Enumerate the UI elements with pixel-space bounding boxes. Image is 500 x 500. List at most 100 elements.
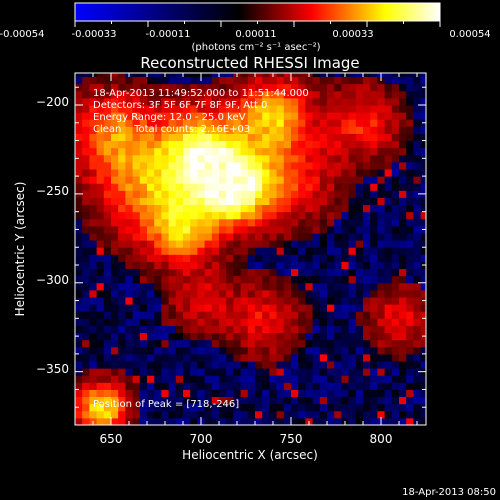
heatmap-cell xyxy=(319,375,328,383)
heatmap-cell xyxy=(370,382,378,390)
heatmap-cell xyxy=(154,119,162,127)
heatmap-cell xyxy=(370,332,378,341)
heatmap-cell xyxy=(175,261,184,270)
heatmap-cell xyxy=(291,154,299,163)
heatmap-cell xyxy=(327,211,335,220)
heatmap-cell xyxy=(82,346,90,355)
heatmap-cell xyxy=(118,275,126,284)
heatmap-cell xyxy=(96,289,105,298)
heatmap-cell xyxy=(75,140,83,149)
heatmap-cell xyxy=(211,389,220,398)
heatmap-cell xyxy=(82,396,90,405)
heatmap-cell xyxy=(391,297,400,305)
heatmap-cell xyxy=(247,353,256,362)
heatmap-cell xyxy=(399,133,407,142)
heatmap-cell xyxy=(190,261,198,270)
heatmap-cell xyxy=(413,240,422,248)
heatmap-cell xyxy=(211,112,220,120)
heatmap-cell xyxy=(377,353,386,362)
heatmap-cell xyxy=(154,218,162,227)
heatmap-cell xyxy=(168,140,177,149)
heatmap-cell xyxy=(276,332,285,341)
heatmap-cell xyxy=(240,346,249,355)
heatmap-cell xyxy=(197,183,206,191)
heatmap-cell xyxy=(161,289,170,298)
heatmap-cell xyxy=(183,254,191,262)
heatmap-cell xyxy=(154,83,162,92)
heatmap-cell xyxy=(139,282,148,291)
heatmap-cell xyxy=(348,197,357,206)
heatmap-cell xyxy=(89,119,98,127)
heatmap-cell xyxy=(233,126,242,134)
heatmap-cell xyxy=(118,183,126,191)
heatmap-cell xyxy=(348,297,357,305)
heatmap-cell xyxy=(89,140,98,149)
heatmap-cell xyxy=(406,268,414,277)
heatmap-cell xyxy=(211,233,220,241)
heatmap-cell xyxy=(96,105,105,113)
heatmap-cell xyxy=(175,304,184,312)
heatmap-cell xyxy=(247,204,256,213)
heatmap-cell xyxy=(255,389,263,398)
heatmap-cell xyxy=(168,133,177,142)
heatmap-cell xyxy=(399,119,407,127)
heatmap-cell xyxy=(154,368,162,376)
heatmap-cell xyxy=(391,97,400,106)
heatmap-cell xyxy=(183,361,191,369)
heatmap-cell xyxy=(89,353,98,362)
heatmap-cell xyxy=(125,318,134,326)
heatmap-cell xyxy=(334,304,342,312)
heatmap-cell xyxy=(139,90,148,99)
heatmap-cell xyxy=(118,346,126,355)
heatmap-cell xyxy=(399,161,407,170)
heatmap-cell xyxy=(132,126,141,134)
heatmap-cell xyxy=(125,211,134,220)
heatmap-cell xyxy=(219,225,227,234)
heatmap-cell xyxy=(139,147,148,156)
heatmap-cell xyxy=(132,176,141,184)
heatmap-cell xyxy=(269,119,278,127)
heatmap-cell xyxy=(319,190,328,198)
heatmap-cell xyxy=(355,353,364,362)
heatmap-cell xyxy=(312,119,321,127)
heatmap-cell xyxy=(370,73,378,78)
heatmap-cell xyxy=(384,140,393,149)
heatmap-cell xyxy=(125,140,134,149)
heatmap-cell xyxy=(75,147,83,156)
heatmap-cell xyxy=(406,297,414,305)
heatmap-cell xyxy=(125,233,134,241)
heatmap-cell xyxy=(168,154,177,163)
heatmap-cell xyxy=(247,140,256,149)
heatmap-cell xyxy=(298,346,306,355)
heatmap-cell xyxy=(283,304,292,312)
heatmap-cell xyxy=(103,140,112,149)
heatmap-cell xyxy=(291,261,299,270)
heatmap-cell xyxy=(161,211,170,220)
heatmap-cell xyxy=(96,346,105,355)
heatmap-cell xyxy=(269,368,278,376)
heatmap-cell xyxy=(132,183,141,191)
heatmap-cell xyxy=(175,133,184,142)
heatmap-cell xyxy=(161,105,170,113)
heatmap-cell xyxy=(370,289,378,298)
heatmap-cell xyxy=(283,247,292,255)
heatmap-cell xyxy=(413,197,422,206)
heatmap-cell xyxy=(327,311,335,319)
heatmap-cell xyxy=(154,261,162,270)
heatmap-cell xyxy=(139,311,148,319)
heatmap-cell xyxy=(384,190,393,198)
heatmap-cell xyxy=(183,417,191,425)
heatmap-cell xyxy=(391,126,400,134)
heatmap-cell xyxy=(399,410,407,419)
heatmap-cell xyxy=(391,382,400,390)
heatmap-cell xyxy=(219,233,227,241)
heatmap-cell xyxy=(276,368,285,376)
heatmap-cell xyxy=(247,147,256,156)
heatmap-cell xyxy=(276,417,285,425)
heatmap-cell xyxy=(391,339,400,348)
heatmap-cell xyxy=(391,161,400,170)
heatmap-cell xyxy=(175,325,184,334)
heatmap-cell xyxy=(269,297,278,305)
heatmap-cell xyxy=(384,396,393,405)
heatmap-cell xyxy=(298,289,306,298)
